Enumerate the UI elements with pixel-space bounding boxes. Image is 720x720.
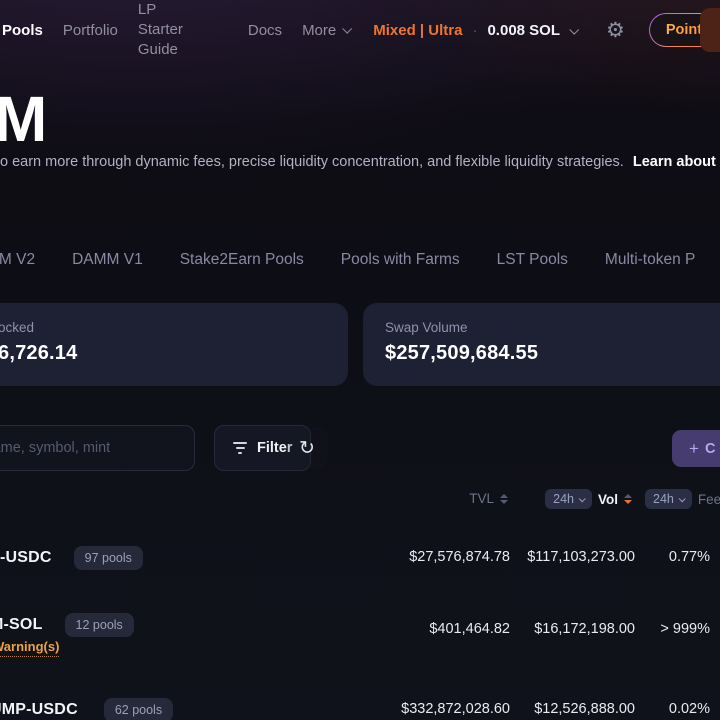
sort-icon	[500, 493, 508, 504]
nav-item-more[interactable]: More	[302, 21, 353, 39]
plus-icon: +	[689, 438, 699, 458]
create-pool-button[interactable]: + C	[672, 430, 720, 467]
vol-column-sort[interactable]: 24h Vol	[545, 489, 632, 509]
sort-icon-active	[624, 494, 632, 504]
nav-item-pools[interactable]: Pools	[2, 21, 43, 39]
pair-name: L-USDC	[0, 549, 52, 566]
priority-fee-value: 0.008 SOL	[487, 21, 561, 39]
top-nav: Pools Portfolio LP Starter Guide Docs Mo…	[0, 0, 720, 60]
nav-item-portfolio[interactable]: Portfolio	[62, 21, 118, 39]
swap-volume-value: $257,509,684.55	[385, 342, 539, 364]
pair-name: M-SOL	[0, 616, 43, 633]
vol-period-dropdown[interactable]: 24h	[545, 489, 592, 509]
table-row[interactable]: UMP-USDC 62 pools $332,872,028.60 $12,52…	[0, 688, 720, 720]
warning-link[interactable]: Warning(s)	[0, 639, 60, 657]
learn-link-label: Learn about DLMM	[632, 154, 720, 170]
tab-lst-pools[interactable]: LST Pools	[496, 251, 568, 268]
tab-damm-v2[interactable]: MM V2	[0, 251, 36, 268]
tab-stake2earn-pools[interactable]: Stake2Earn Pools	[179, 251, 304, 268]
pair-name: UMP-USDC	[0, 701, 78, 718]
tvl-value: $27,576,874.78	[409, 549, 510, 565]
tvl-value: $401,464.82	[429, 621, 510, 637]
swap-volume-label: Swap Volume	[385, 320, 468, 335]
nav-item-docs[interactable]: Docs	[247, 21, 283, 39]
fee-column-label: Fee/T	[697, 491, 720, 507]
page-title: M	[0, 83, 47, 155]
fee-period-dropdown[interactable]: 24h	[645, 489, 692, 509]
vol-value: $12,526,888.00	[534, 701, 635, 717]
nav-item-lp-starter-guide[interactable]: LP Starter Guide	[137, 1, 183, 58]
vol-value: $16,172,198.00	[534, 621, 635, 637]
chevron-down-icon	[569, 24, 580, 35]
table-header: TVL 24h Vol 24h Fee/T	[0, 489, 720, 513]
learn-about-dlmm-link[interactable]: Learn about DLMM	[633, 154, 720, 170]
chevron-down-icon	[342, 23, 353, 34]
pools-count-badge: 97 pools	[73, 546, 143, 570]
refresh-button[interactable]: ↻	[287, 428, 327, 468]
fee-tvl-value: 0.77%	[668, 549, 710, 565]
vol-value: $117,103,273.00	[527, 549, 635, 565]
pools-count-badge: 62 pools	[103, 698, 174, 720]
tvl-column-sort[interactable]: TVL	[469, 491, 508, 506]
create-pool-label: C	[704, 440, 716, 457]
fee-column-sort[interactable]: 24h Fee/T	[645, 489, 720, 509]
settings-gear-icon[interactable]: ⚙	[606, 18, 625, 42]
tvl-card-value: 6,726.14	[0, 342, 78, 364]
filter-lines-icon	[233, 442, 247, 454]
tvl-card-label: ocked	[0, 320, 35, 335]
mode-toggle[interactable]: Mixed | Ultra	[373, 21, 463, 39]
table-row[interactable]: L-USDC 97 pools $27,576,874.78 $117,103,…	[0, 536, 720, 582]
total-value-locked-card: ocked 6,726.14	[0, 303, 348, 386]
fee-tvl-value: 0.02%	[668, 701, 710, 717]
tab-multi-token-pools[interactable]: Multi-token P	[604, 251, 696, 268]
swap-volume-card: Swap Volume $257,509,684.55	[363, 303, 720, 386]
page-description-text: o earn more through dynamic fees, precis…	[0, 154, 624, 170]
wallet-button[interactable]	[700, 8, 720, 52]
tvl-column-label: TVL	[469, 491, 494, 506]
filter-button-label: Filter	[257, 440, 293, 456]
pool-type-tabs: MM V2 DAMM V1 Stake2Earn Pools Pools wit…	[0, 251, 695, 269]
tab-pools-with-farms[interactable]: Pools with Farms	[340, 251, 460, 268]
page-description: o earn more through dynamic fees, precis…	[0, 154, 720, 170]
chevron-down-icon	[678, 494, 686, 502]
points-label: Points	[665, 22, 711, 38]
vol-period-label: 24h	[553, 492, 574, 506]
chevron-down-icon	[578, 494, 586, 502]
table-row[interactable]: M-SOL 12 pools Warning(s) $401,464.82 $1…	[0, 603, 720, 661]
nav-item-more-label: More	[302, 21, 337, 39]
search-input[interactable]	[0, 425, 195, 471]
tvl-value: $332,872,028.60	[401, 701, 510, 717]
priority-fee-selector[interactable]: 0.008 SOL	[487, 21, 580, 39]
tab-damm-v1[interactable]: DAMM V1	[72, 251, 143, 268]
dot-separator: ·	[472, 21, 478, 39]
pools-count-badge: 12 pools	[64, 613, 134, 637]
vol-column-label: Vol	[598, 491, 618, 507]
fee-period-label: 24h	[653, 492, 674, 506]
fee-tvl-value: > 999%	[660, 621, 710, 637]
